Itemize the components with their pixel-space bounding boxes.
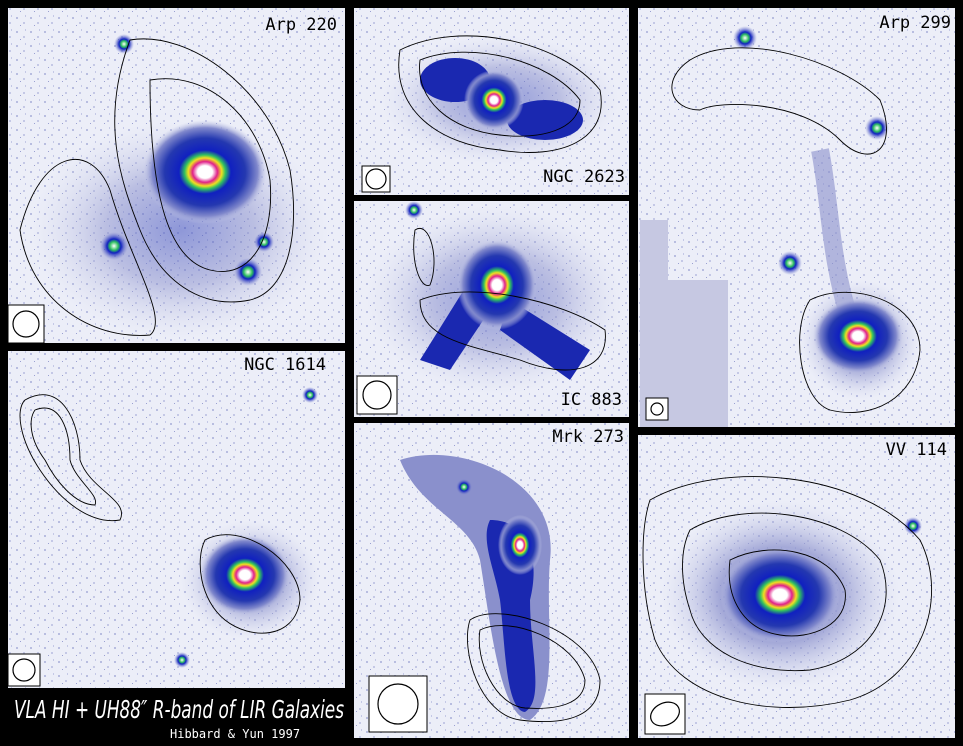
footer-title: VLA HI + UH88″ R-band of LIR Galaxies bbox=[14, 695, 344, 724]
panel-label: IC 883 bbox=[561, 390, 622, 410]
beam-box bbox=[361, 165, 391, 193]
panel-ic883: IC 883 bbox=[354, 201, 629, 417]
beam-box bbox=[368, 675, 428, 733]
galaxy bbox=[457, 240, 537, 330]
star bbox=[174, 652, 190, 668]
panel-ngc2623: NGC 2623 bbox=[354, 8, 629, 195]
beam bbox=[362, 380, 392, 410]
beam-box bbox=[644, 693, 686, 735]
galaxy bbox=[200, 535, 290, 615]
tail bbox=[507, 100, 583, 140]
panel-ngc1614: NGC 1614 bbox=[7, 351, 345, 688]
star bbox=[254, 232, 274, 252]
contour bbox=[682, 512, 887, 672]
star bbox=[114, 34, 134, 54]
contour bbox=[478, 625, 586, 709]
contour bbox=[671, 47, 887, 155]
panel-label: NGC 1614 bbox=[244, 355, 326, 375]
mask bbox=[640, 220, 728, 427]
beam bbox=[365, 168, 387, 190]
contour bbox=[149, 78, 272, 272]
galaxy bbox=[498, 515, 542, 575]
galaxy bbox=[143, 120, 267, 224]
beam bbox=[12, 658, 36, 682]
panel-label: Arp 299 bbox=[879, 13, 951, 33]
star bbox=[234, 258, 262, 286]
star bbox=[733, 26, 757, 50]
panel-bg bbox=[8, 351, 345, 688]
star bbox=[405, 201, 423, 219]
contour bbox=[114, 38, 295, 303]
contour bbox=[19, 159, 156, 336]
contour bbox=[642, 476, 933, 708]
contour bbox=[199, 534, 301, 634]
panel-label: Arp 220 bbox=[265, 15, 337, 35]
contour bbox=[19, 394, 123, 522]
footer-credit: Hibbard & Yun 1997 bbox=[170, 727, 300, 741]
star bbox=[302, 387, 318, 403]
beam bbox=[650, 701, 680, 727]
tail bbox=[500, 300, 590, 380]
beam-box bbox=[645, 397, 669, 421]
contour bbox=[728, 549, 846, 637]
galaxy bbox=[720, 547, 840, 643]
star bbox=[865, 116, 889, 140]
contour bbox=[30, 407, 97, 506]
star bbox=[456, 479, 472, 495]
panel-arp220: Arp 220 bbox=[7, 8, 345, 344]
panel-mrk273: Mrk 273 bbox=[354, 423, 629, 738]
contour bbox=[467, 613, 601, 723]
contour bbox=[413, 228, 435, 286]
contour bbox=[799, 291, 921, 413]
galaxy bbox=[464, 70, 524, 130]
contour bbox=[419, 291, 606, 371]
beam bbox=[650, 402, 664, 416]
contour bbox=[419, 51, 581, 137]
star bbox=[778, 251, 802, 275]
beam-box bbox=[356, 375, 398, 415]
contour bbox=[398, 35, 602, 153]
panel-label: Mrk 273 bbox=[552, 427, 624, 447]
panel-vv114: VV 114 bbox=[638, 435, 955, 738]
beam bbox=[12, 310, 40, 338]
beam bbox=[377, 683, 419, 725]
star bbox=[904, 517, 922, 535]
star bbox=[100, 232, 128, 260]
panel-label: VV 114 bbox=[886, 440, 947, 460]
panel-arp299: Arp 299 bbox=[638, 8, 955, 427]
galaxy bbox=[813, 298, 903, 374]
panel-label: NGC 2623 bbox=[543, 167, 625, 187]
